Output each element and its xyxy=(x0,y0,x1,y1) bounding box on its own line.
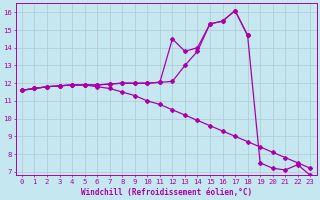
X-axis label: Windchill (Refroidissement éolien,°C): Windchill (Refroidissement éolien,°C) xyxy=(81,188,252,197)
